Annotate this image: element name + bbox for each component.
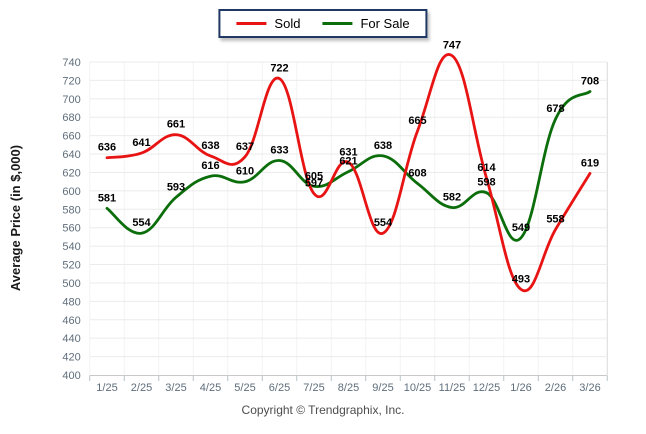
data-label: 708 xyxy=(581,75,599,87)
sold-line-icon xyxy=(236,22,267,25)
data-label: 605 xyxy=(305,170,323,182)
data-label: 665 xyxy=(408,115,426,127)
data-label: 678 xyxy=(546,103,564,115)
axes xyxy=(89,375,608,381)
data-label: 581 xyxy=(98,192,116,204)
x-tick-label: 1/26 xyxy=(510,382,531,394)
y-tick-label: 640 xyxy=(62,149,80,161)
data-label: 637 xyxy=(236,141,254,153)
legend-item-sold[interactable]: Sold xyxy=(236,16,300,31)
legend-label-for-sale: For Sale xyxy=(360,16,410,31)
y-tick-label: 560 xyxy=(62,223,80,235)
x-tick-label: 12/25 xyxy=(473,382,501,394)
data-label: 608 xyxy=(408,168,426,180)
sold-line xyxy=(105,53,592,293)
copyright-text: Copyright © Trendgraphix, Inc. xyxy=(241,403,405,417)
y-tick-label: 660 xyxy=(62,131,80,143)
data-label: 638 xyxy=(201,140,219,152)
y-tick-label: 620 xyxy=(62,167,80,179)
data-label: 493 xyxy=(512,273,530,285)
data-label: 597 xyxy=(305,178,323,190)
y-tick-label: 600 xyxy=(62,186,80,198)
data-label: 621 xyxy=(339,156,357,168)
data-label: 633 xyxy=(270,145,288,157)
x-tick-label: 2/25 xyxy=(131,382,152,394)
x-tick-label: 1/25 xyxy=(96,382,117,394)
x-tick-labels: 1/25 2/25 3/25 4/25 5/25 6/25 7/25 8/25 9/25 10/2… xyxy=(96,382,600,394)
x-tick-label: 6/25 xyxy=(269,382,290,394)
data-label: 598 xyxy=(477,177,495,189)
y-tick-label: 400 xyxy=(62,370,80,382)
data-label: 747 xyxy=(443,40,461,52)
x-tick-label: 7/25 xyxy=(303,382,324,394)
y-tick-label: 480 xyxy=(62,296,80,308)
x-tick-label: 2/26 xyxy=(545,382,566,394)
for-sale-line-icon xyxy=(322,22,353,25)
legend-item-for-sale[interactable]: For Sale xyxy=(322,16,410,31)
x-tick-label: 3/26 xyxy=(579,382,600,394)
data-label: 636 xyxy=(98,142,116,154)
price-line-chart: 400 420 440 460 480 500 520 540 560 580 600 620 640 6… xyxy=(8,40,608,394)
for-sale-line xyxy=(105,90,592,242)
y-tick-label: 580 xyxy=(62,204,80,216)
data-label: 661 xyxy=(167,119,185,131)
x-tick-label: 9/25 xyxy=(372,382,393,394)
data-label: 554 xyxy=(132,217,151,229)
data-labels: 636 641 661 638 637 722 597 631 554 665 747 614 493 5… xyxy=(98,40,599,286)
y-axis-title: Average Price (in $,000) xyxy=(8,145,23,291)
data-label: 619 xyxy=(581,157,599,169)
legend: Sold For Sale xyxy=(218,9,428,38)
data-label: 549 xyxy=(512,222,530,234)
y-tick-label: 420 xyxy=(62,352,80,364)
data-label: 558 xyxy=(546,214,564,226)
legend-label-sold: Sold xyxy=(274,16,301,31)
data-label: 610 xyxy=(236,166,254,178)
x-tick-label: 4/25 xyxy=(200,382,221,394)
x-tick-label: 10/25 xyxy=(404,382,432,394)
y-tick-label: 700 xyxy=(62,94,80,106)
y-tick-label: 720 xyxy=(62,75,80,87)
y-tick-label: 740 xyxy=(62,57,80,69)
data-label: 638 xyxy=(374,140,392,152)
y-tick-labels: 400 420 440 460 480 500 520 540 560 580 600 620 640 6… xyxy=(62,57,80,382)
x-tick-label: 8/25 xyxy=(338,382,359,394)
y-tick-label: 680 xyxy=(62,112,80,124)
series-lines xyxy=(105,53,592,293)
y-tick-label: 500 xyxy=(62,278,80,290)
data-label: 593 xyxy=(167,181,185,193)
data-label: 631 xyxy=(339,146,357,158)
data-label: 554 xyxy=(374,217,393,229)
data-label: 641 xyxy=(132,137,150,149)
data-label: 722 xyxy=(270,63,288,75)
y-tick-label: 460 xyxy=(62,315,80,327)
data-label: 582 xyxy=(443,191,461,203)
data-label: 616 xyxy=(201,160,219,172)
x-tick-label: 11/25 xyxy=(439,382,466,394)
data-label: 614 xyxy=(477,162,496,174)
y-tick-label: 440 xyxy=(62,333,80,345)
y-tick-label: 520 xyxy=(62,260,80,272)
y-tick-label: 540 xyxy=(62,241,80,253)
x-tick-label: 3/25 xyxy=(165,382,186,394)
x-tick-label: 5/25 xyxy=(234,382,255,394)
